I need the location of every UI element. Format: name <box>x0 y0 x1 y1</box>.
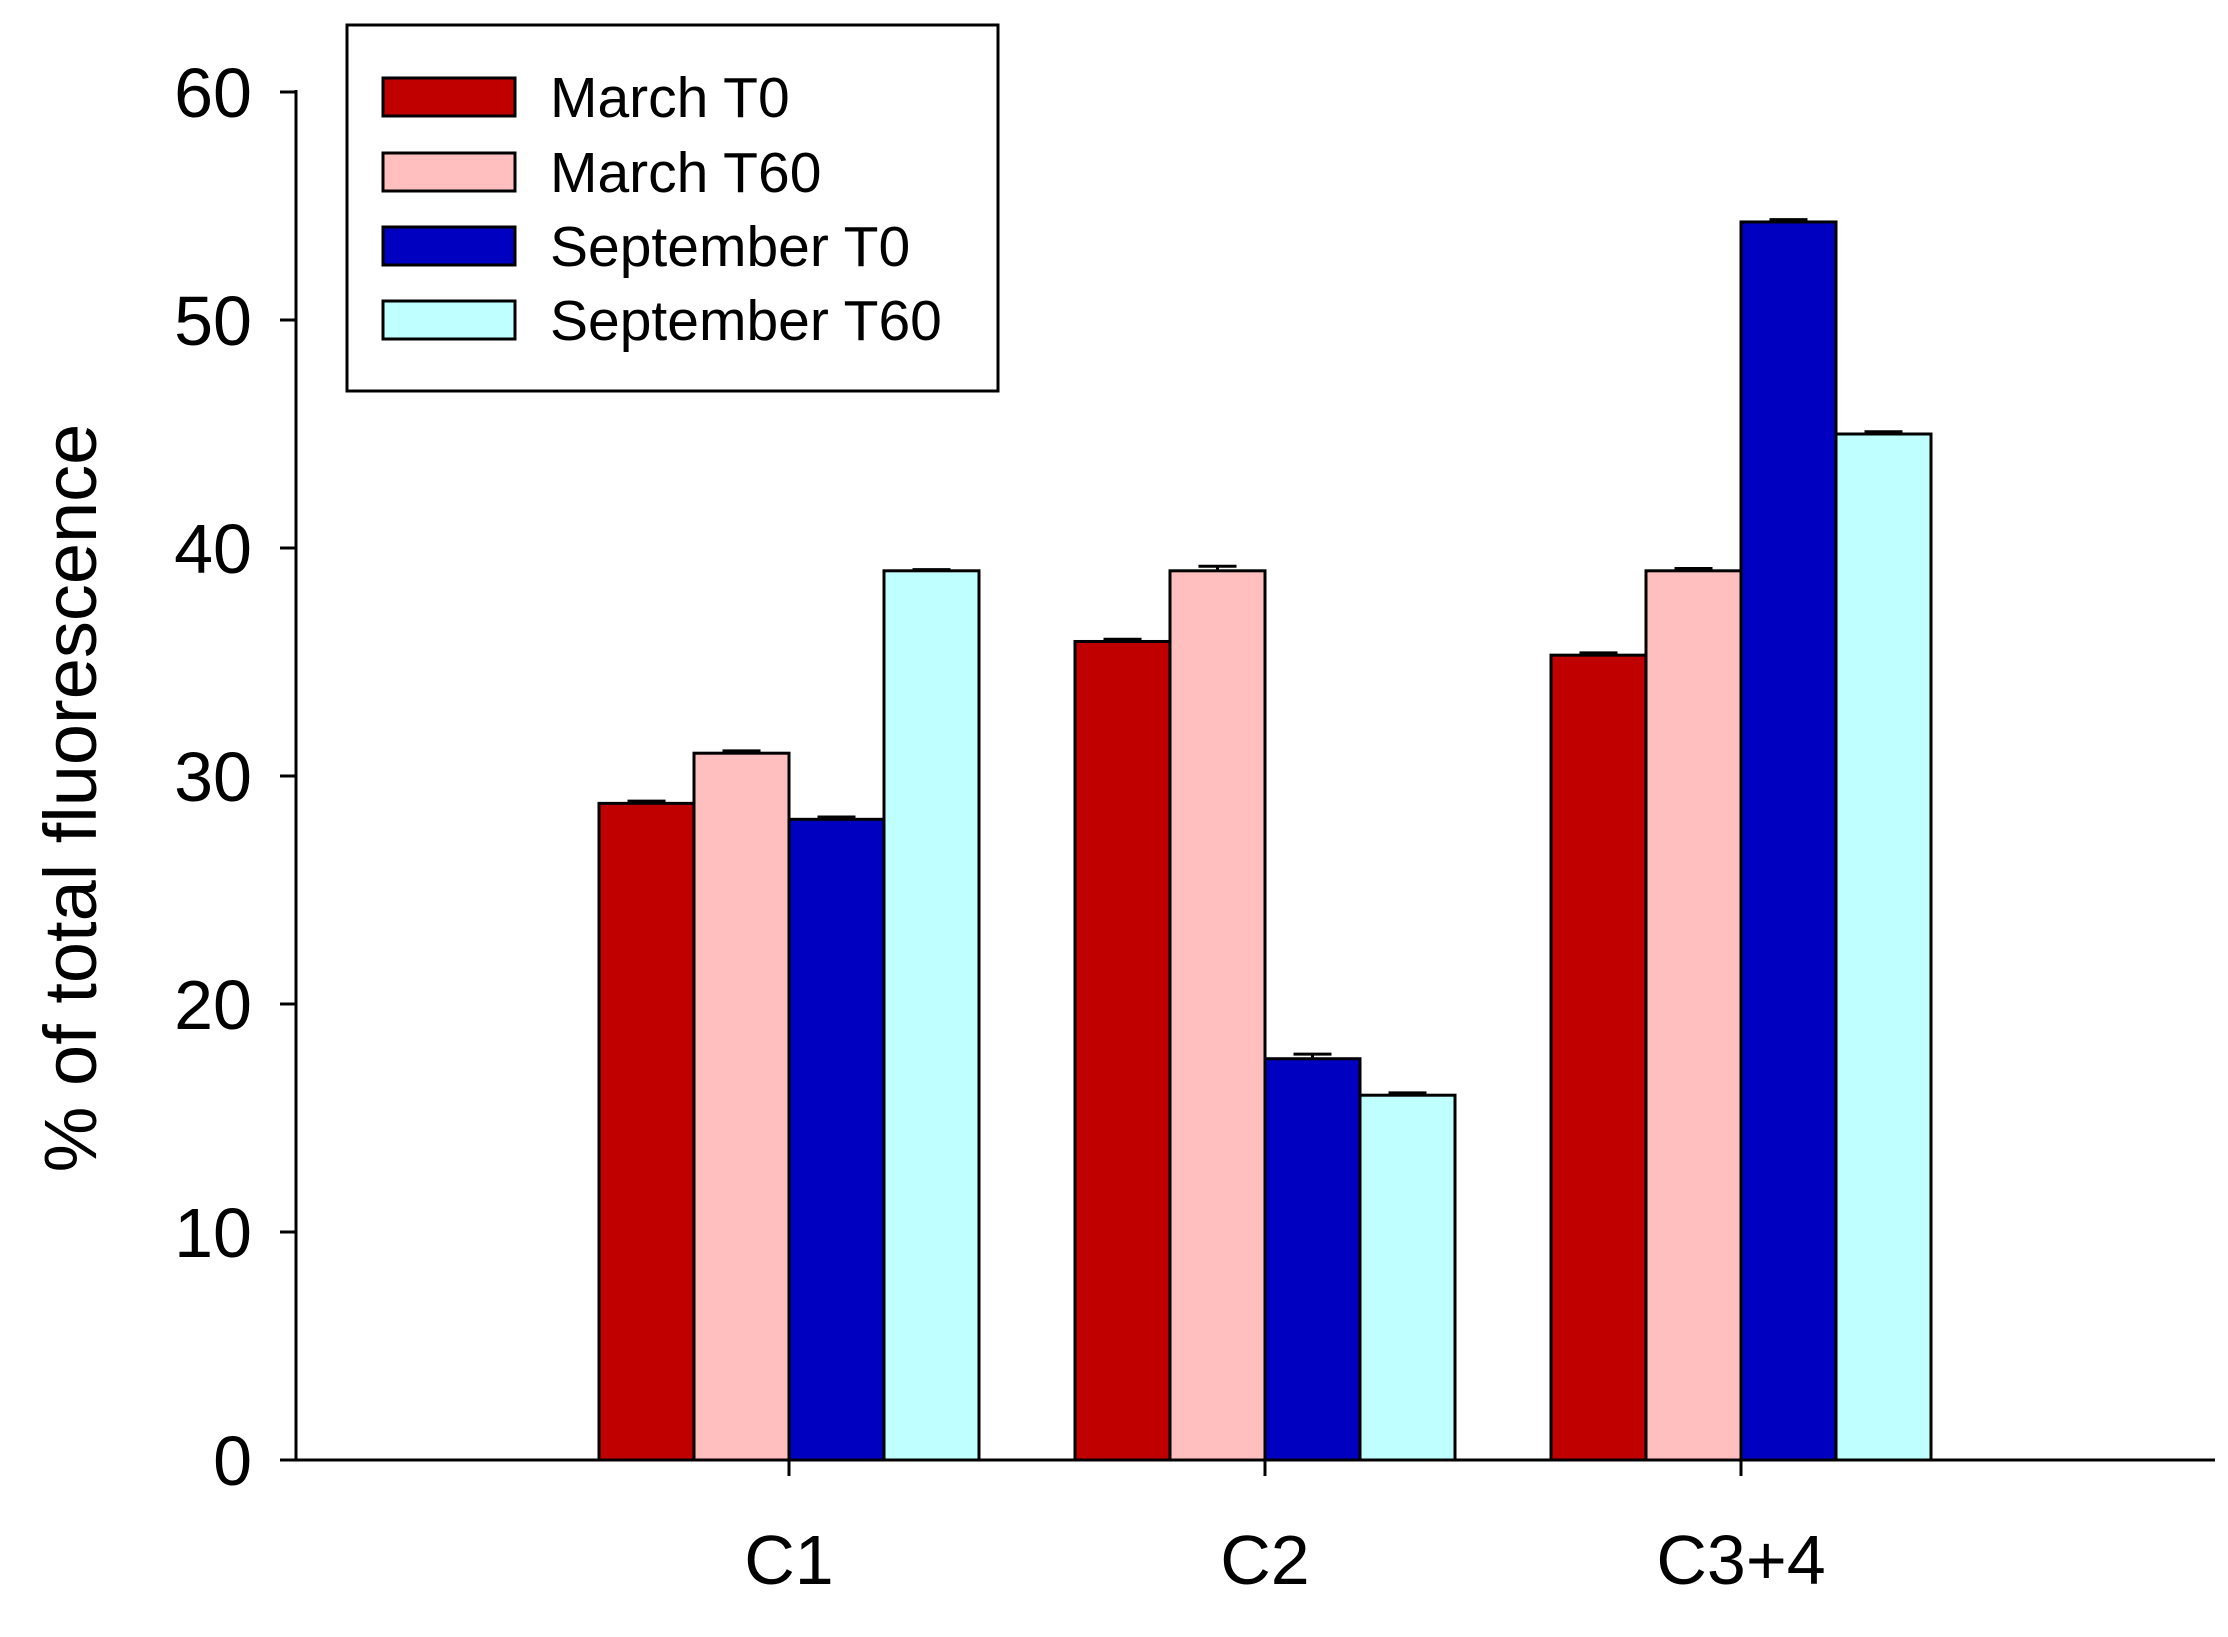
bar-september-t0-c3plus4 <box>1739 220 1838 1462</box>
bar-march-t0-c3plus4 <box>1549 653 1648 1462</box>
y-tick-label: 60 <box>174 54 252 132</box>
labels-layer: % of total fluorescence 0 10 20 30 40 50 60 C1 C… <box>29 54 1826 1599</box>
y-tick-label: 0 <box>213 1422 252 1500</box>
legend-label: March T60 <box>550 141 821 205</box>
y-tick-label: 30 <box>174 738 252 816</box>
bar-march-t60-c3plus4 <box>1644 569 1743 1462</box>
legend-label: March T0 <box>550 66 790 130</box>
bar-march-t60-c1 <box>692 751 791 1462</box>
y-tick-label: 50 <box>174 282 252 360</box>
legend-swatch <box>381 299 517 341</box>
x-category-label: C3+4 <box>1656 1521 1825 1599</box>
bar-september-t60-c2 <box>1358 1093 1457 1462</box>
y-axis-title: % of total fluorescence <box>29 424 112 1173</box>
legend: March T0 March T60 September T0 September T… <box>345 23 1000 393</box>
axes-layer <box>280 90 2215 1476</box>
y-tick-label: 10 <box>174 1194 252 1272</box>
y-tick-label: 40 <box>174 510 252 588</box>
legend-swatch <box>381 151 517 193</box>
legend-label: September T0 <box>550 215 910 279</box>
x-category-label: C2 <box>1220 1521 1309 1599</box>
bar-march-t0-c1 <box>597 801 696 1462</box>
legend-swatch <box>381 76 517 118</box>
bar-september-t60-c3plus4 <box>1834 432 1933 1462</box>
bars-layer <box>597 218 1933 1462</box>
bar-september-t0-c1 <box>787 817 886 1462</box>
bar-september-t0-c2 <box>1263 1057 1362 1462</box>
bar-march-t0-c2 <box>1073 639 1172 1462</box>
bar-march-t60-c2 <box>1168 569 1267 1462</box>
y-tick-label: 20 <box>174 966 252 1044</box>
x-category-label: C1 <box>744 1521 833 1599</box>
legend-label: September T60 <box>550 289 942 353</box>
bar-september-t60-c1 <box>882 569 981 1462</box>
legend-swatch <box>381 225 517 267</box>
